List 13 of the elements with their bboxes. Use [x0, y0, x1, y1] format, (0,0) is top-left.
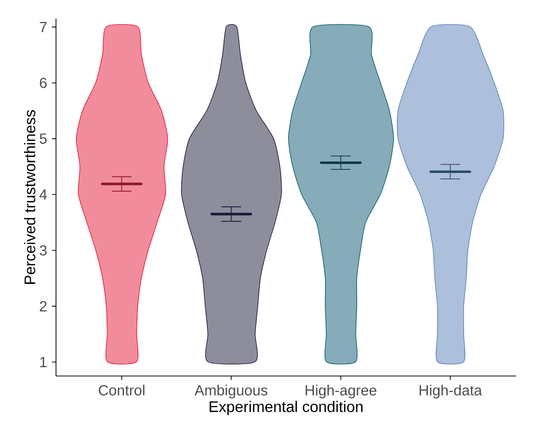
- x-axis-title: Experimental condition: [210, 400, 363, 416]
- y-tick-label: 7: [40, 22, 47, 32]
- x-tick-label: High-data: [420, 384, 482, 398]
- y-tick-label: 2: [40, 301, 47, 312]
- y-tick-label: 5: [40, 134, 47, 144]
- x-tick-label: Control: [98, 384, 144, 396]
- y-axis-title: Perceived trustworthiness: [24, 110, 36, 284]
- x-tick-label: High-agree: [306, 384, 376, 398]
- y-tick-label: 1: [40, 356, 47, 368]
- x-tick-label: Ambiguous: [194, 384, 268, 398]
- y-tick-label: 4: [39, 190, 47, 200]
- y-tick-label: 3: [40, 245, 47, 256]
- y-tick-label: 6: [40, 78, 47, 88]
